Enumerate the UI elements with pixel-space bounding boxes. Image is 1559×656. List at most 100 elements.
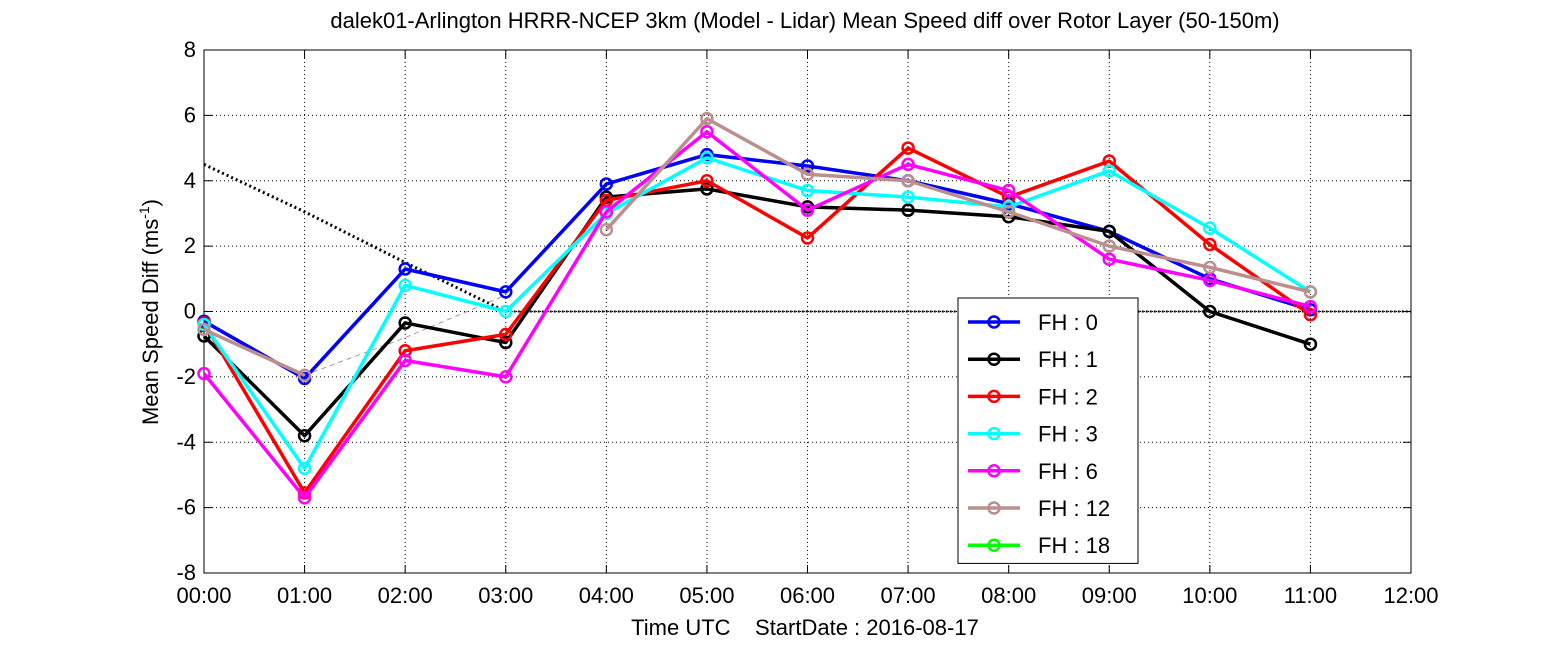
data-point xyxy=(800,159,815,173)
y-tick-label: 2 xyxy=(184,233,196,258)
y-axis-label-superscript: -1 xyxy=(136,206,152,219)
y-axis-label: Mean Speed Diff (ms-1) xyxy=(136,199,163,425)
x-tick-label: 02:00 xyxy=(378,583,433,608)
legend-marker-swatch xyxy=(987,352,1001,366)
series-line xyxy=(202,156,1312,471)
legend-label: FH : 0 xyxy=(1038,310,1098,335)
data-point xyxy=(599,177,614,191)
x-tick-label: 08:00 xyxy=(981,583,1036,608)
series-line xyxy=(203,152,1311,381)
series-lines xyxy=(197,111,1318,505)
legend-marker-swatch xyxy=(987,538,1001,552)
y-tick-label: -6 xyxy=(176,495,196,520)
series-fh-12 xyxy=(197,111,1318,382)
series-fh-2 xyxy=(197,141,1318,500)
legend-entry: FH : 12 xyxy=(968,496,1110,521)
data-point xyxy=(901,174,915,188)
data-point xyxy=(800,231,815,245)
legend-entry: FH : 0 xyxy=(968,310,1098,335)
data-point xyxy=(297,428,312,443)
legend-entry: FH : 1 xyxy=(968,347,1098,372)
data-point xyxy=(700,124,714,139)
legend-marker-swatch xyxy=(987,315,1001,329)
x-tick-label: 07:00 xyxy=(881,583,936,608)
data-point xyxy=(1203,237,1217,252)
x-tick-label: 03:00 xyxy=(478,583,533,608)
data-point xyxy=(499,370,513,384)
data-point xyxy=(398,278,412,293)
legend-marker-swatch xyxy=(987,501,1001,515)
data-point xyxy=(700,111,714,126)
data-point xyxy=(1001,183,1016,198)
data-point xyxy=(398,262,412,276)
data-point xyxy=(901,203,915,217)
x-axis-label: Time UTC StartDate : 2016-08-17 xyxy=(631,615,979,640)
legend-entry: FH : 18 xyxy=(968,533,1110,558)
data-point xyxy=(901,190,915,204)
data-point xyxy=(1303,308,1318,322)
series-line xyxy=(605,116,1311,294)
series-line xyxy=(202,187,1311,438)
data-point xyxy=(1203,304,1217,319)
legend-label: FH : 6 xyxy=(1038,459,1098,484)
data-point xyxy=(499,304,513,319)
x-tick-label: 05:00 xyxy=(679,583,734,608)
y-tick-label: 0 xyxy=(184,299,196,324)
data-point xyxy=(197,366,211,381)
legend-marker-swatch xyxy=(987,464,1001,478)
axis-ticks: 00:00 01:00 02:00 03:00 04:00 05:00 06:00 07:00… xyxy=(176,37,1438,608)
series-line xyxy=(202,146,1312,495)
y-axis-label-main: Mean Speed Diff (ms xyxy=(138,219,163,425)
x-tick-label: 01:00 xyxy=(277,583,332,608)
data-point xyxy=(297,461,312,476)
legend-label: FH : 3 xyxy=(1038,422,1098,447)
legend-entry: FH : 6 xyxy=(968,459,1098,484)
data-point xyxy=(297,491,312,505)
data-point xyxy=(700,182,714,196)
series-line xyxy=(202,129,1311,500)
data-point xyxy=(1303,285,1318,299)
reference-line xyxy=(203,163,507,313)
series-fh-6 xyxy=(197,124,1318,505)
data-point xyxy=(1102,224,1116,239)
data-point xyxy=(499,327,513,342)
data-point xyxy=(700,174,714,188)
data-point xyxy=(1102,239,1116,253)
legend: FH : 0 FH : 1 FH : 2 FH : 3 FH : 6 FH : 12 FH … xyxy=(957,297,1139,564)
y-axis-label-close: ) xyxy=(138,199,163,206)
data-point xyxy=(800,183,815,198)
data-point xyxy=(700,151,714,165)
x-tick-label: 09:00 xyxy=(1082,583,1137,608)
x-tick-label: 10:00 xyxy=(1182,583,1237,608)
legend-marker-swatch xyxy=(987,389,1001,404)
data-point xyxy=(800,203,815,217)
series-line xyxy=(203,327,306,377)
data-point xyxy=(398,353,412,368)
x-tick-label: 06:00 xyxy=(780,583,835,608)
data-point xyxy=(599,205,614,219)
data-point xyxy=(1102,252,1116,266)
y-tick-label: -2 xyxy=(176,364,196,389)
y-tick-label: 8 xyxy=(184,37,196,62)
legend-entry: FH : 2 xyxy=(968,384,1098,409)
data-point xyxy=(1102,164,1116,178)
data-point xyxy=(901,157,915,172)
data-point xyxy=(1001,205,1016,219)
data-point xyxy=(599,223,614,237)
data-point xyxy=(499,335,513,350)
reference-line xyxy=(304,294,506,376)
x-tick-label: 04:00 xyxy=(579,583,634,608)
data-point xyxy=(297,368,312,382)
legend-entry: FH : 3 xyxy=(968,422,1098,447)
data-point xyxy=(1203,260,1217,275)
data-point xyxy=(499,285,513,299)
legend-label: FH : 18 xyxy=(1038,533,1110,558)
data-point xyxy=(1203,273,1217,288)
y-tick-label: 4 xyxy=(184,168,196,193)
y-tick-label: -4 xyxy=(176,429,196,454)
legend-label: FH : 12 xyxy=(1038,496,1110,521)
legend-marker-swatch xyxy=(987,426,1001,441)
legend-label: FH : 1 xyxy=(1038,347,1098,372)
data-point xyxy=(1303,299,1318,314)
